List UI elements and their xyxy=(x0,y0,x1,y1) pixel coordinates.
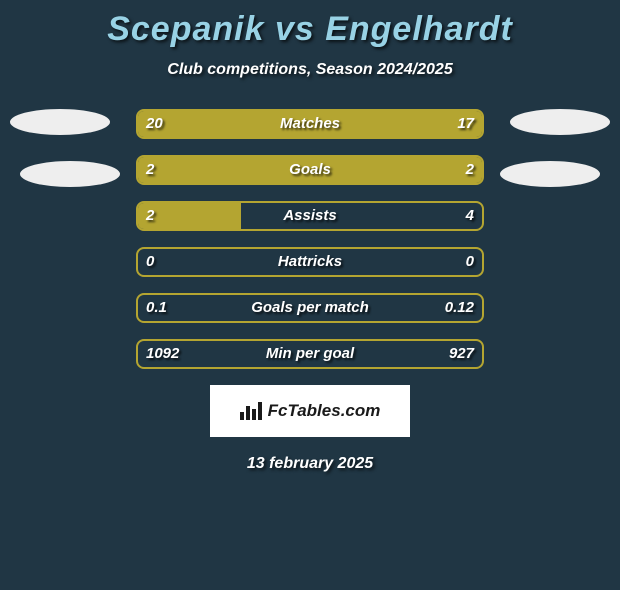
stat-row-goals: 2 Goals 2 xyxy=(136,155,484,185)
avatar-right-1 xyxy=(510,109,610,135)
stat-right-value: 0 xyxy=(466,249,474,275)
stat-right-value: 0.12 xyxy=(445,295,474,321)
stat-label: Matches xyxy=(138,111,482,137)
stat-label: Min per goal xyxy=(138,341,482,367)
bar-chart-icon xyxy=(240,402,262,420)
chart-area: 20 Matches 17 2 Goals 2 2 Assists 4 0 Ha… xyxy=(0,109,620,369)
stat-right-value: 927 xyxy=(449,341,474,367)
stat-label: Hattricks xyxy=(138,249,482,275)
stat-right-value: 17 xyxy=(457,111,474,137)
brand-text: FcTables.com xyxy=(268,401,381,421)
avatar-left-2 xyxy=(20,161,120,187)
stat-row-matches: 20 Matches 17 xyxy=(136,109,484,139)
stat-row-min-per-goal: 1092 Min per goal 927 xyxy=(136,339,484,369)
stat-row-assists: 2 Assists 4 xyxy=(136,201,484,231)
stat-right-value: 4 xyxy=(466,203,474,229)
stat-label: Goals xyxy=(138,157,482,183)
stat-row-goals-per-match: 0.1 Goals per match 0.12 xyxy=(136,293,484,323)
avatar-right-2 xyxy=(500,161,600,187)
date-text: 13 february 2025 xyxy=(0,455,620,473)
stat-label: Assists xyxy=(138,203,482,229)
avatar-left-1 xyxy=(10,109,110,135)
page-subtitle: Club competitions, Season 2024/2025 xyxy=(0,61,620,79)
brand-logo[interactable]: FcTables.com xyxy=(210,385,410,437)
stat-label: Goals per match xyxy=(138,295,482,321)
stat-row-hattricks: 0 Hattricks 0 xyxy=(136,247,484,277)
stat-right-value: 2 xyxy=(466,157,474,183)
page-title: Scepanik vs Engelhardt xyxy=(0,10,620,49)
